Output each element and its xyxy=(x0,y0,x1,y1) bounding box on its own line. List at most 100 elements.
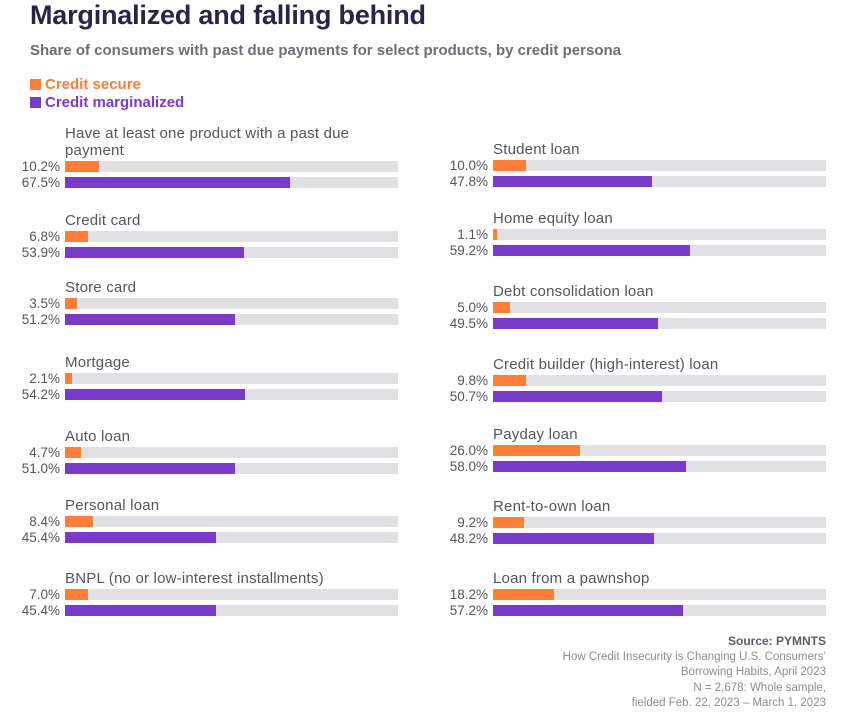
value-label-marginalized: 53.9% xyxy=(21,245,60,260)
bar-track xyxy=(65,373,398,384)
bar-track xyxy=(493,176,826,187)
bar-secure xyxy=(65,516,93,527)
value-label-secure: 2.1% xyxy=(29,371,60,386)
bar-marginalized xyxy=(65,247,245,258)
source-line: How Credit Insecurity is Changing U.S. C… xyxy=(562,650,826,663)
category-label-line: Have at least one product with a past du… xyxy=(65,125,350,142)
value-label-secure: 6.8% xyxy=(29,229,60,244)
chart-subtitle: Share of consumers with past due payment… xyxy=(30,42,621,59)
category-label-line: Home equity loan xyxy=(493,210,613,227)
bar-secure xyxy=(493,589,554,600)
bar-track xyxy=(493,229,826,240)
category-label: Credit builder (high-interest) loan xyxy=(493,356,718,373)
bar-track xyxy=(65,177,398,188)
legend-label-secure: Credit secure xyxy=(45,75,141,93)
value-label-secure: 10.0% xyxy=(449,158,488,173)
bar-track xyxy=(493,605,826,616)
bar-track xyxy=(65,447,398,458)
bar-secure xyxy=(65,161,99,172)
value-label-marginalized: 48.2% xyxy=(449,531,488,546)
bar-track xyxy=(65,298,398,309)
value-label-marginalized: 50.7% xyxy=(449,389,488,404)
bar-secure xyxy=(493,445,580,456)
bar-marginalized xyxy=(493,533,654,544)
bar-track xyxy=(493,517,826,528)
bar-track xyxy=(65,231,398,242)
value-label-secure: 18.2% xyxy=(449,587,488,602)
bar-marginalized xyxy=(493,318,658,329)
bar-secure xyxy=(65,589,89,600)
category-label: Home equity loan xyxy=(493,210,613,227)
category-label: BNPL (no or low-interest installments) xyxy=(65,570,324,587)
bar-secure xyxy=(65,231,88,242)
bar-track xyxy=(65,389,398,400)
value-label-marginalized: 59.2% xyxy=(449,243,488,258)
bar-track xyxy=(493,391,826,402)
bar-marginalized xyxy=(65,389,246,400)
value-label-secure: 3.5% xyxy=(29,296,60,311)
bar-track xyxy=(65,161,398,172)
category-label: Mortgage xyxy=(65,354,130,371)
bar-marginalized xyxy=(65,314,236,325)
bar-secure xyxy=(65,298,77,309)
bar-track xyxy=(493,461,826,472)
bar-marginalized xyxy=(65,177,290,188)
value-label-secure: 10.2% xyxy=(21,159,60,174)
bar-track xyxy=(65,247,398,258)
value-label-marginalized: 51.0% xyxy=(21,461,60,476)
value-label-marginalized: 51.2% xyxy=(21,312,60,327)
value-label-marginalized: 45.4% xyxy=(21,603,60,618)
value-label-secure: 9.2% xyxy=(457,515,488,530)
category-label: Loan from a pawnshop xyxy=(493,570,650,587)
source-line: N = 2,678: Whole sample, xyxy=(693,681,826,694)
bar-secure xyxy=(493,160,527,171)
value-label-marginalized: 67.5% xyxy=(21,175,60,190)
bar-marginalized xyxy=(493,391,662,402)
category-label-line: payment xyxy=(65,142,124,159)
source-line: Borrowing Habits, April 2023 xyxy=(680,666,826,678)
bar-secure xyxy=(493,375,526,386)
bar-marginalized xyxy=(65,532,217,543)
chart-title: Marginalized and falling behind xyxy=(30,0,426,30)
bar-track xyxy=(65,463,398,474)
bar-track xyxy=(493,302,826,313)
bar-track xyxy=(65,314,398,325)
source-line: fielded Feb. 22, 2023 – March 1, 2023 xyxy=(631,697,826,709)
category-label-line: Loan from a pawnshop xyxy=(493,570,650,587)
value-label-secure: 1.1% xyxy=(457,227,488,242)
bar-marginalized xyxy=(493,605,684,616)
bar-marginalized xyxy=(65,463,235,474)
category-label: Debt consolidation loan xyxy=(493,283,654,300)
bar-marginalized xyxy=(65,605,217,616)
legend-swatch-marginalized xyxy=(30,96,41,108)
value-label-marginalized: 58.0% xyxy=(449,459,488,474)
bar-track xyxy=(493,533,826,544)
category-label-line: Credit card xyxy=(65,212,141,229)
category-label-line: Personal loan xyxy=(65,497,160,514)
category-label: Auto loan xyxy=(65,428,130,445)
bar-track xyxy=(65,532,398,543)
bar-track xyxy=(493,245,826,256)
value-label-secure: 8.4% xyxy=(29,514,60,529)
bar-track xyxy=(493,375,826,386)
category-label: Payday loan xyxy=(493,426,578,443)
legend-item-secure: Credit secure xyxy=(30,75,184,93)
source-title: Source: PYMNTS xyxy=(727,634,826,648)
bar-secure xyxy=(493,517,524,528)
category-label: Student loan xyxy=(493,141,580,158)
bar-track xyxy=(65,516,398,527)
category-label: Credit card xyxy=(65,212,141,229)
category-label-line: Auto loan xyxy=(65,428,131,445)
bar-secure xyxy=(493,229,497,240)
bar-secure xyxy=(65,447,81,458)
bar-track xyxy=(493,318,826,329)
legend-label-marginalized: Credit marginalized xyxy=(45,93,185,111)
category-label-line: Rent-to-own loan xyxy=(493,498,611,515)
value-label-marginalized: 47.8% xyxy=(449,174,488,189)
value-label-secure: 5.0% xyxy=(457,300,488,315)
category-label: Personal loan xyxy=(65,497,159,514)
category-label-line: Payday loan xyxy=(493,426,578,443)
value-label-marginalized: 57.2% xyxy=(449,603,488,618)
category-label: Have at least one product with a past du… xyxy=(65,125,349,159)
bar-secure xyxy=(493,302,510,313)
